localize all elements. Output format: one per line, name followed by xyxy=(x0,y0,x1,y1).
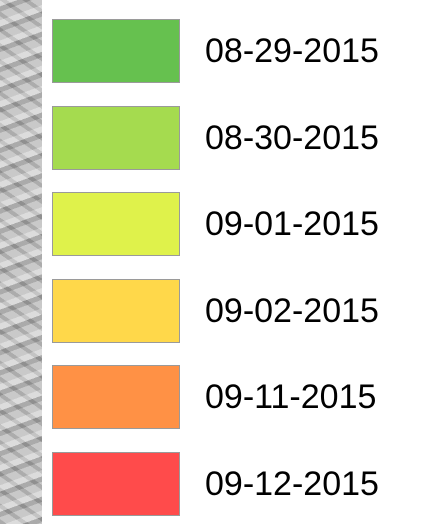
legend-item: 08-30-2015 xyxy=(42,106,424,170)
color-swatch xyxy=(52,19,180,83)
legend-label: 08-30-2015 xyxy=(205,106,379,170)
legend-item: 09-11-2015 xyxy=(42,365,424,429)
legend-label: 08-29-2015 xyxy=(205,19,379,83)
legend-label: 09-01-2015 xyxy=(205,192,379,256)
color-swatch xyxy=(52,106,180,170)
color-swatch xyxy=(52,279,180,343)
color-swatch xyxy=(52,365,180,429)
color-swatch xyxy=(52,452,180,516)
legend-item: 09-12-2015 xyxy=(42,452,424,516)
legend-label: 09-02-2015 xyxy=(205,279,379,343)
legend-item: 09-01-2015 xyxy=(42,192,424,256)
page: 08-29-2015 08-30-2015 09-01-2015 09-02-2015… xyxy=(0,0,424,524)
legend-item: 09-02-2015 xyxy=(42,279,424,343)
legend-label: 09-11-2015 xyxy=(205,365,376,429)
legend-item: 08-29-2015 xyxy=(42,19,424,83)
legend-panel: 08-29-2015 08-30-2015 09-01-2015 09-02-2015… xyxy=(42,0,424,524)
color-swatch xyxy=(52,192,180,256)
legend-label: 09-12-2015 xyxy=(205,452,379,516)
hillshade-background xyxy=(0,0,44,524)
